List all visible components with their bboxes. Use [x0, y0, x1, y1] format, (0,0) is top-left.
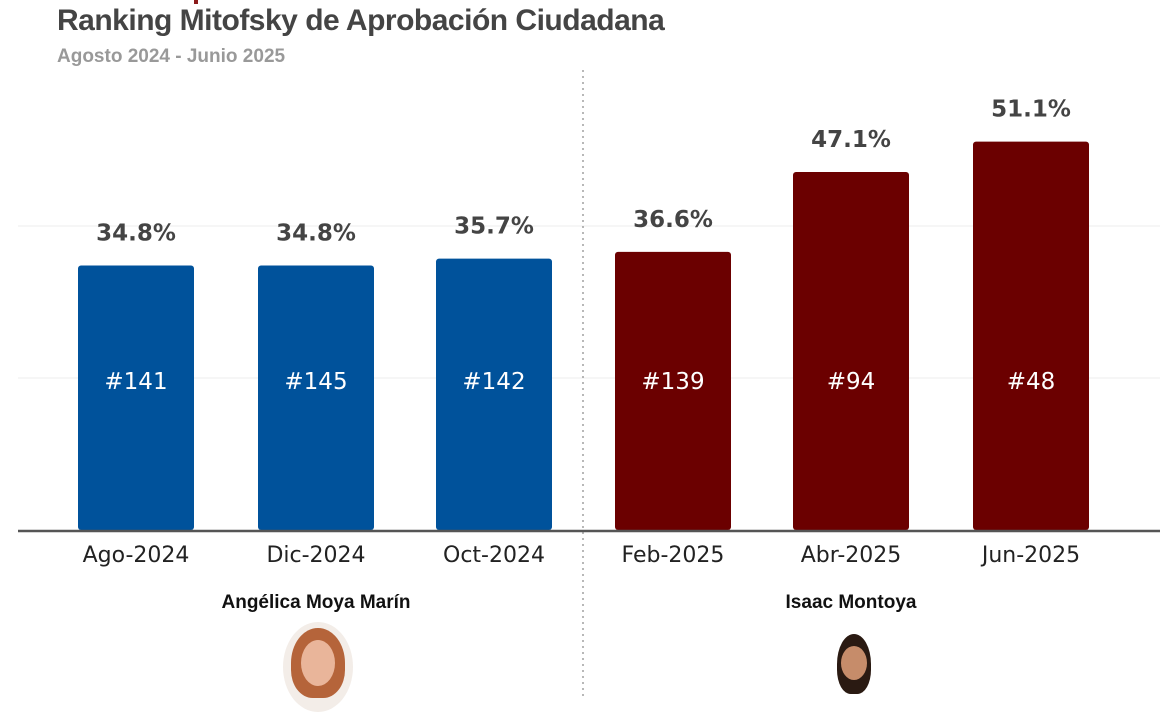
x-tick-label: Dic-2024 — [266, 543, 365, 568]
header-accent — [194, 0, 198, 4]
value-label: 51.1% — [991, 97, 1071, 123]
bar — [78, 265, 194, 530]
bar — [615, 251, 731, 530]
x-tick-label: Jun-2025 — [980, 543, 1080, 568]
group-name-angelica: Angélica Moya Marín — [221, 592, 411, 613]
rank-label: #145 — [284, 369, 347, 395]
value-label: 47.1% — [811, 127, 891, 153]
rank-label: #48 — [1007, 369, 1056, 395]
x-tick-label: Oct-2024 — [443, 543, 545, 568]
bar — [973, 141, 1089, 530]
angelica-photo — [283, 622, 353, 712]
rank-label: #94 — [827, 369, 876, 395]
chart-subtitle: Agosto 2024 - Junio 2025 — [57, 46, 286, 67]
bar — [258, 265, 374, 530]
value-label: 35.7% — [454, 214, 534, 240]
x-tick-label: Abr-2025 — [801, 543, 902, 568]
value-label: 36.6% — [633, 207, 713, 233]
bar — [793, 172, 909, 531]
chart-title: Ranking Mitofsky de Aprobación Ciudadana — [57, 4, 665, 37]
x-tick-label: Ago-2024 — [83, 543, 190, 568]
rank-label: #142 — [462, 369, 525, 395]
x-tick-label: Feb-2025 — [622, 543, 725, 568]
group-name-isaac: Isaac Montoya — [785, 592, 917, 613]
value-label: 34.8% — [276, 221, 356, 247]
rank-label: #141 — [104, 369, 167, 395]
rank-label: #139 — [641, 369, 704, 395]
bar — [436, 258, 552, 530]
isaac-photo — [832, 632, 876, 702]
value-label: 34.8% — [96, 221, 176, 247]
